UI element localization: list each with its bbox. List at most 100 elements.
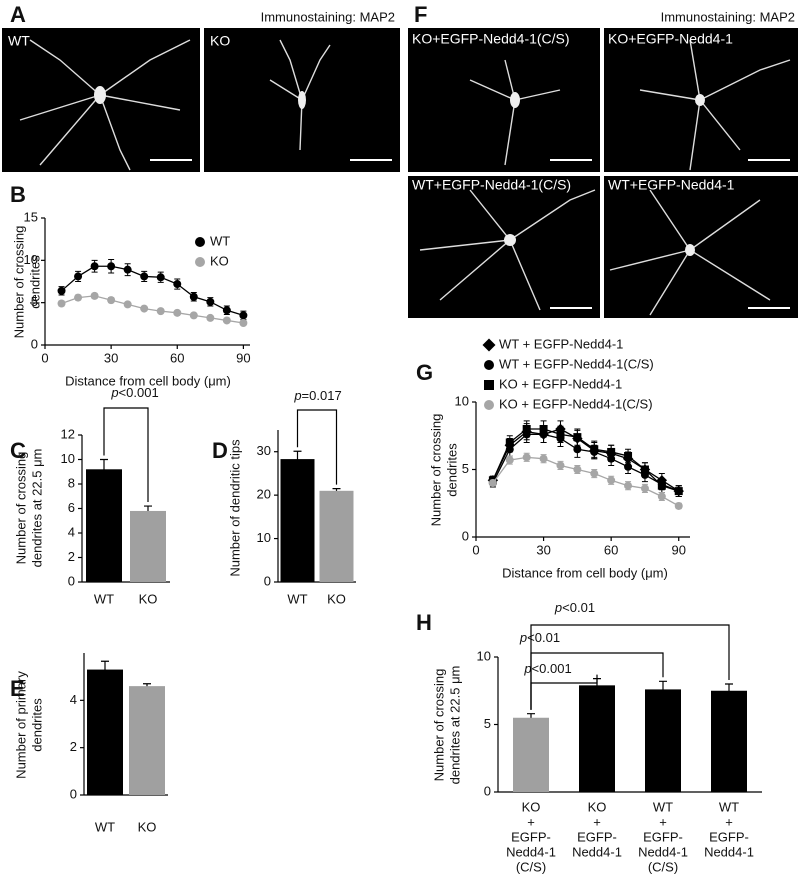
- y-tick-label: 0: [484, 783, 491, 798]
- y-tick-label: 4: [68, 524, 75, 539]
- marker: [90, 291, 99, 300]
- marker: [674, 501, 683, 510]
- marker: [57, 286, 66, 295]
- image-label: KO+EGFP-Nedd4-1(C/S): [412, 31, 570, 47]
- y-tick-label: 5: [484, 716, 491, 731]
- panel-letter: D: [212, 438, 228, 463]
- y-axis-label: Number of crossing: [431, 669, 446, 782]
- y-tick-label: 10: [477, 648, 491, 663]
- marker: [140, 304, 149, 313]
- y-tick-label: 10: [257, 530, 271, 545]
- panel-letter: G: [416, 360, 433, 385]
- bar: [711, 690, 747, 792]
- legend-label: KO: [210, 253, 229, 268]
- stain-label: Immunostaining: MAP2: [261, 9, 395, 24]
- bar: [579, 685, 615, 792]
- x-axis-label: Distance from cell body (μm): [502, 565, 668, 580]
- x-tick-label: Nedd4-1: [638, 844, 688, 859]
- image-f4: [604, 176, 798, 318]
- marker: [156, 307, 165, 316]
- y-tick-label: 0: [264, 573, 271, 588]
- marker: [173, 308, 182, 317]
- marker: [607, 476, 616, 485]
- x-tick-label: WT: [653, 799, 673, 814]
- x-tick-label: WT: [95, 819, 115, 834]
- image-f1: [408, 28, 600, 172]
- significance-bracket: [296, 409, 338, 485]
- legend-marker: [195, 237, 205, 247]
- x-tick-label: 30: [536, 542, 550, 557]
- y-tick-label: 0: [31, 336, 38, 351]
- y-axis-label: Number of crossing: [428, 414, 443, 527]
- legend-label: WT + EGFP-Nedd4-1: [499, 336, 623, 351]
- x-tick-label: EGFP-: [511, 829, 551, 844]
- image-label: WT+EGFP-Nedd4-1: [608, 177, 735, 193]
- panel-letter: F: [414, 2, 427, 27]
- y-axis-label: dendrites at 22.5 μm: [447, 666, 462, 785]
- y-tick-label: 5: [31, 294, 38, 309]
- y-tick-label: 0: [70, 786, 77, 801]
- bar: [319, 490, 354, 582]
- marker: [74, 272, 83, 281]
- x-tick-label: +: [593, 814, 601, 829]
- x-tick-label: 60: [604, 542, 618, 557]
- series-line: [61, 265, 244, 316]
- bar: [129, 686, 165, 795]
- y-axis-label: dendrites at 22.5 μm: [29, 449, 44, 568]
- marker: [539, 425, 548, 433]
- legend-marker: [484, 360, 494, 370]
- microscopy-images: [2, 28, 798, 318]
- x-tick-label: EGFP-: [709, 829, 749, 844]
- x-tick-label: KO: [522, 799, 541, 814]
- y-tick-label: 6: [68, 500, 75, 515]
- marker: [505, 438, 514, 447]
- marker: [657, 481, 666, 490]
- significance-bracket: [103, 407, 149, 503]
- x-tick-label: 90: [236, 350, 250, 365]
- y-tick-label: 4: [70, 692, 77, 707]
- legend-label: KO + EGFP-Nedd4-1: [499, 376, 622, 391]
- x-tick-label: (C/S): [648, 859, 678, 874]
- x-tick-label: EGFP-: [643, 829, 683, 844]
- marker: [505, 456, 514, 465]
- series-line: [492, 428, 680, 492]
- x-tick-label: 0: [472, 542, 479, 557]
- marker: [674, 487, 683, 496]
- legend-marker: [482, 338, 496, 352]
- y-axis-label: dendrites: [27, 255, 42, 309]
- x-tick-label: KO: [327, 591, 346, 606]
- marker: [624, 452, 633, 460]
- x-tick-label: +: [659, 814, 667, 829]
- legend-marker: [195, 257, 205, 267]
- x-tick-label: +: [725, 814, 733, 829]
- x-tick-label: KO: [139, 591, 158, 606]
- legend-marker: [484, 380, 494, 390]
- x-tick-label: 30: [104, 350, 118, 365]
- marker: [573, 433, 582, 442]
- marker: [239, 311, 248, 320]
- x-tick-label: 90: [672, 542, 686, 557]
- panel-letter: H: [416, 610, 432, 635]
- bar: [87, 669, 123, 795]
- marker: [107, 262, 116, 271]
- p-value: p<0.001: [110, 385, 158, 400]
- p-value: p<0.01: [519, 630, 560, 645]
- bar: [280, 459, 315, 582]
- y-tick-label: 10: [24, 252, 38, 267]
- panel-letter: C: [10, 438, 26, 463]
- series-line: [492, 428, 679, 492]
- marker: [488, 479, 497, 487]
- x-tick-label: 60: [170, 350, 184, 365]
- marker: [522, 453, 531, 462]
- legend-label: WT + EGFP-Nedd4-1(C/S): [499, 356, 654, 371]
- x-tick-label: WT: [287, 591, 307, 606]
- legend-label: WT: [210, 233, 230, 248]
- marker: [556, 430, 565, 439]
- marker: [239, 318, 248, 327]
- marker: [573, 445, 582, 454]
- stain-label: Immunostaining: MAP2: [661, 9, 795, 24]
- marker: [189, 292, 198, 301]
- bar: [513, 717, 549, 792]
- bar: [86, 469, 122, 582]
